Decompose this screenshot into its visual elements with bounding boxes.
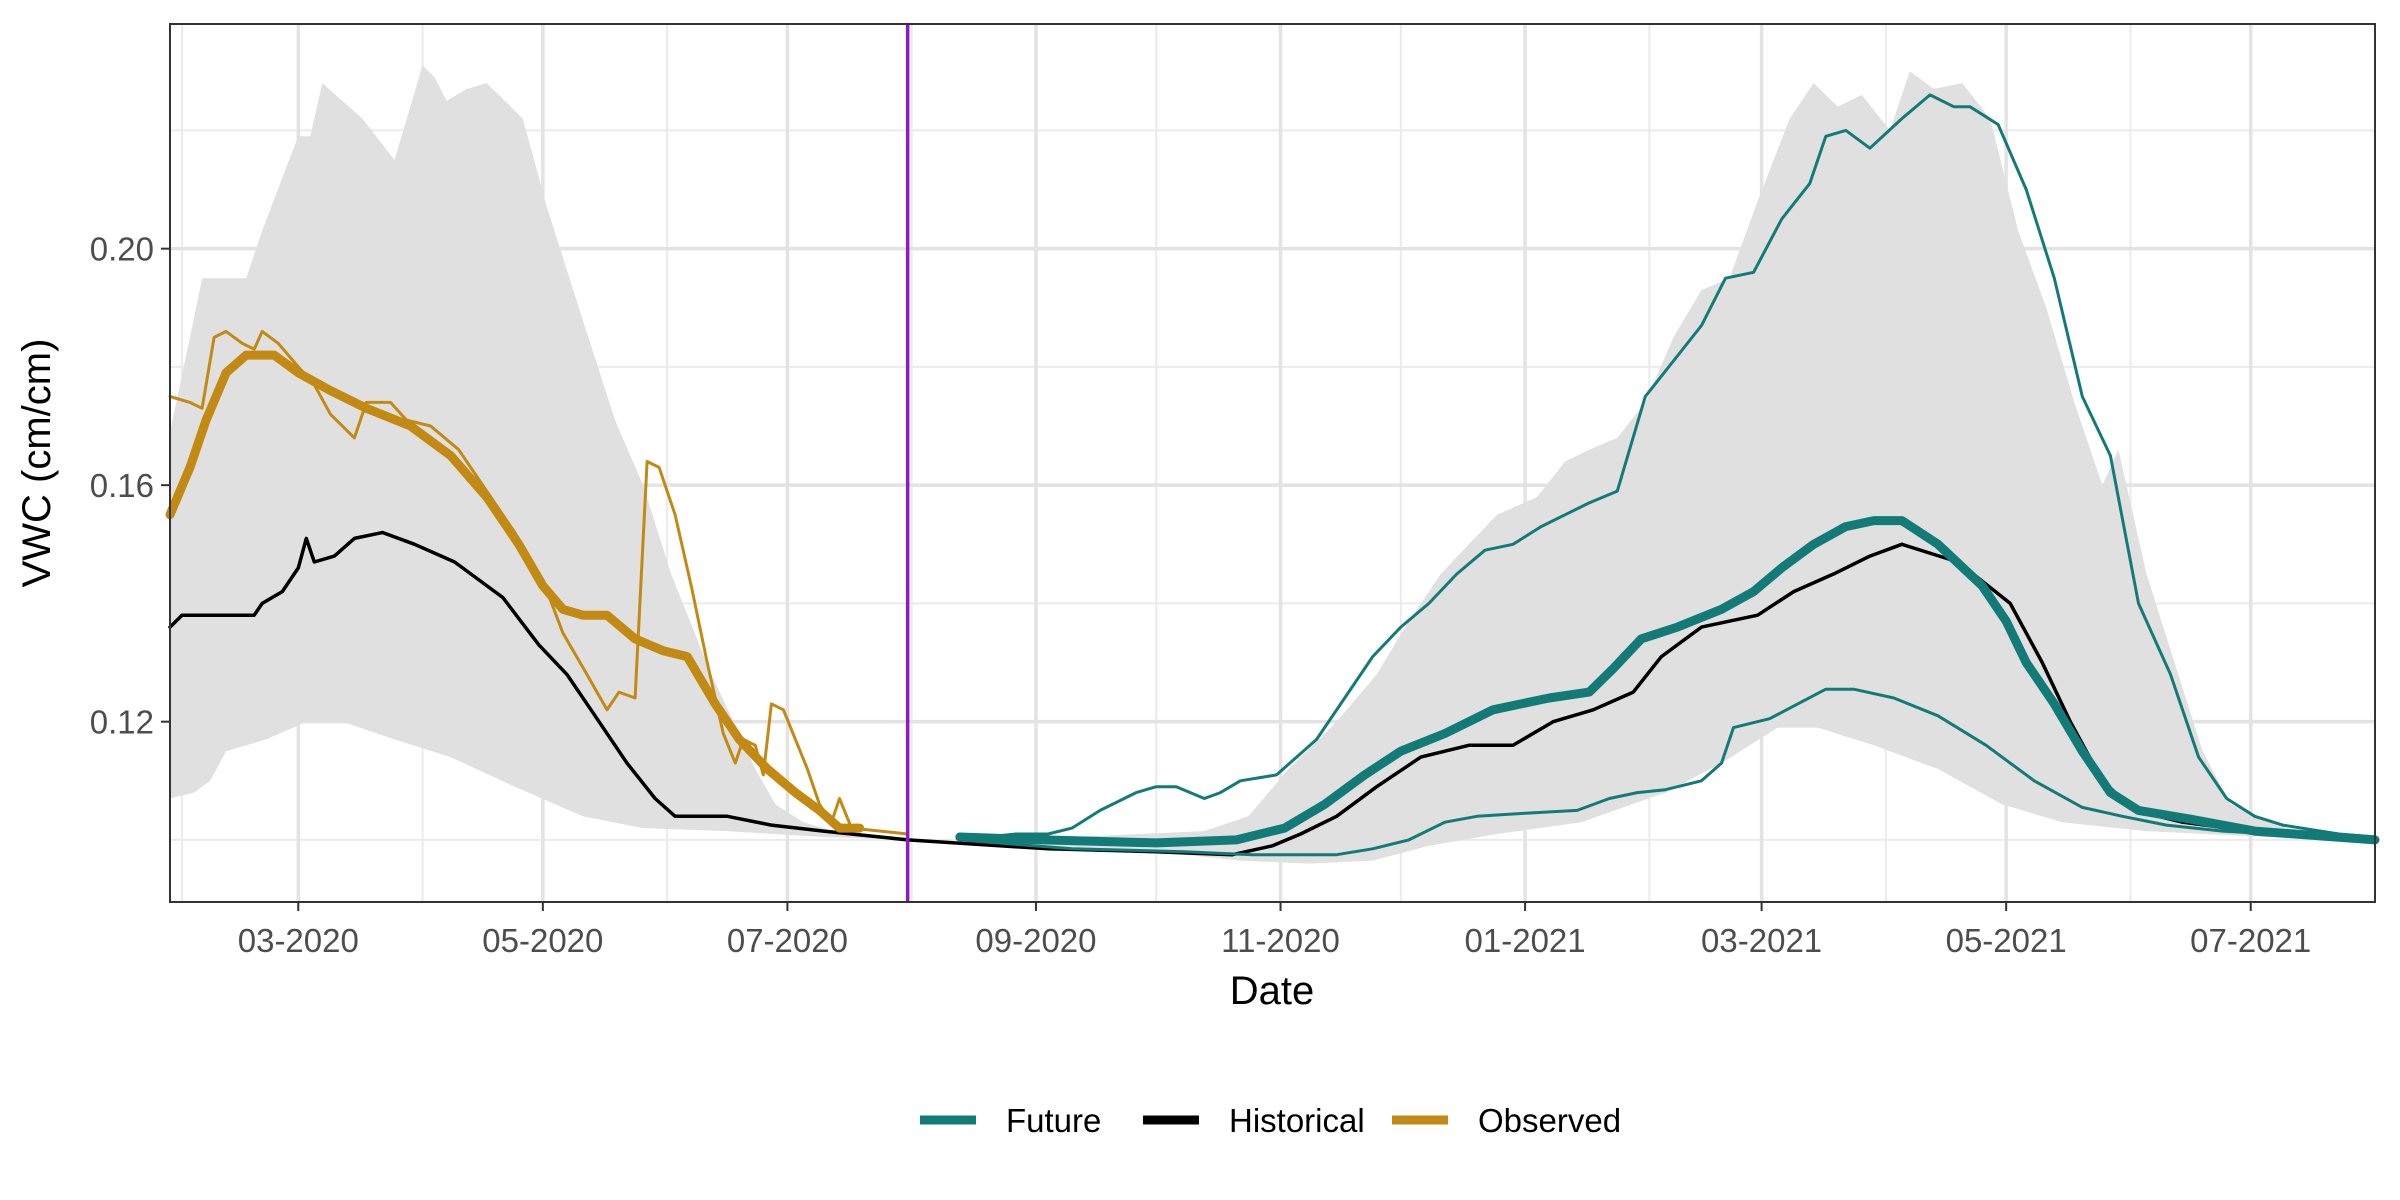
x-tick-label: 05-2021 bbox=[1946, 922, 2067, 959]
x-tick-label: 03-2020 bbox=[238, 922, 359, 959]
future-lower-line bbox=[958, 687, 2377, 857]
observed-raw-line bbox=[168, 329, 910, 836]
historical-range-band bbox=[170, 65, 908, 840]
plot-panel-border bbox=[169, 23, 2376, 903]
legend-label-observed: Observed bbox=[1478, 1102, 1621, 1139]
future-upper-line bbox=[958, 93, 2377, 842]
x-tick-label: 03-2021 bbox=[1701, 922, 1822, 959]
x-tick-label: 01-2021 bbox=[1465, 922, 1586, 959]
x-axis-title: Date bbox=[1230, 969, 1315, 1013]
observed-smooth-line bbox=[165, 350, 865, 833]
legend: Future Historical Observed bbox=[920, 1102, 1621, 1139]
x-tick-label: 05-2020 bbox=[482, 922, 603, 959]
future-range-band bbox=[959, 71, 2375, 864]
uncertainty-bands bbox=[170, 65, 2375, 864]
x-tick-label: 07-2020 bbox=[727, 922, 848, 959]
x-tick-label: 07-2021 bbox=[2190, 922, 2311, 959]
series-lines bbox=[165, 93, 2380, 857]
y-axis-title: VWC (cm/cm) bbox=[15, 339, 59, 588]
y-axis-ticks: 0.12 0.16 0.20 bbox=[90, 231, 170, 741]
x-axis-ticks: 03-2020 05-2020 07-2020 09-2020 11-2020 01-20… bbox=[238, 902, 2311, 959]
legend-label-future: Future bbox=[1006, 1102, 1101, 1139]
y-tick-label: 0.20 bbox=[90, 231, 154, 268]
y-tick-label: 0.16 bbox=[90, 467, 154, 504]
y-tick-label: 0.12 bbox=[90, 704, 154, 741]
x-tick-label: 09-2020 bbox=[975, 922, 1096, 959]
legend-label-historical: Historical bbox=[1229, 1102, 1365, 1139]
future-median-line bbox=[955, 516, 2380, 848]
x-tick-label: 11-2020 bbox=[1221, 922, 1340, 959]
